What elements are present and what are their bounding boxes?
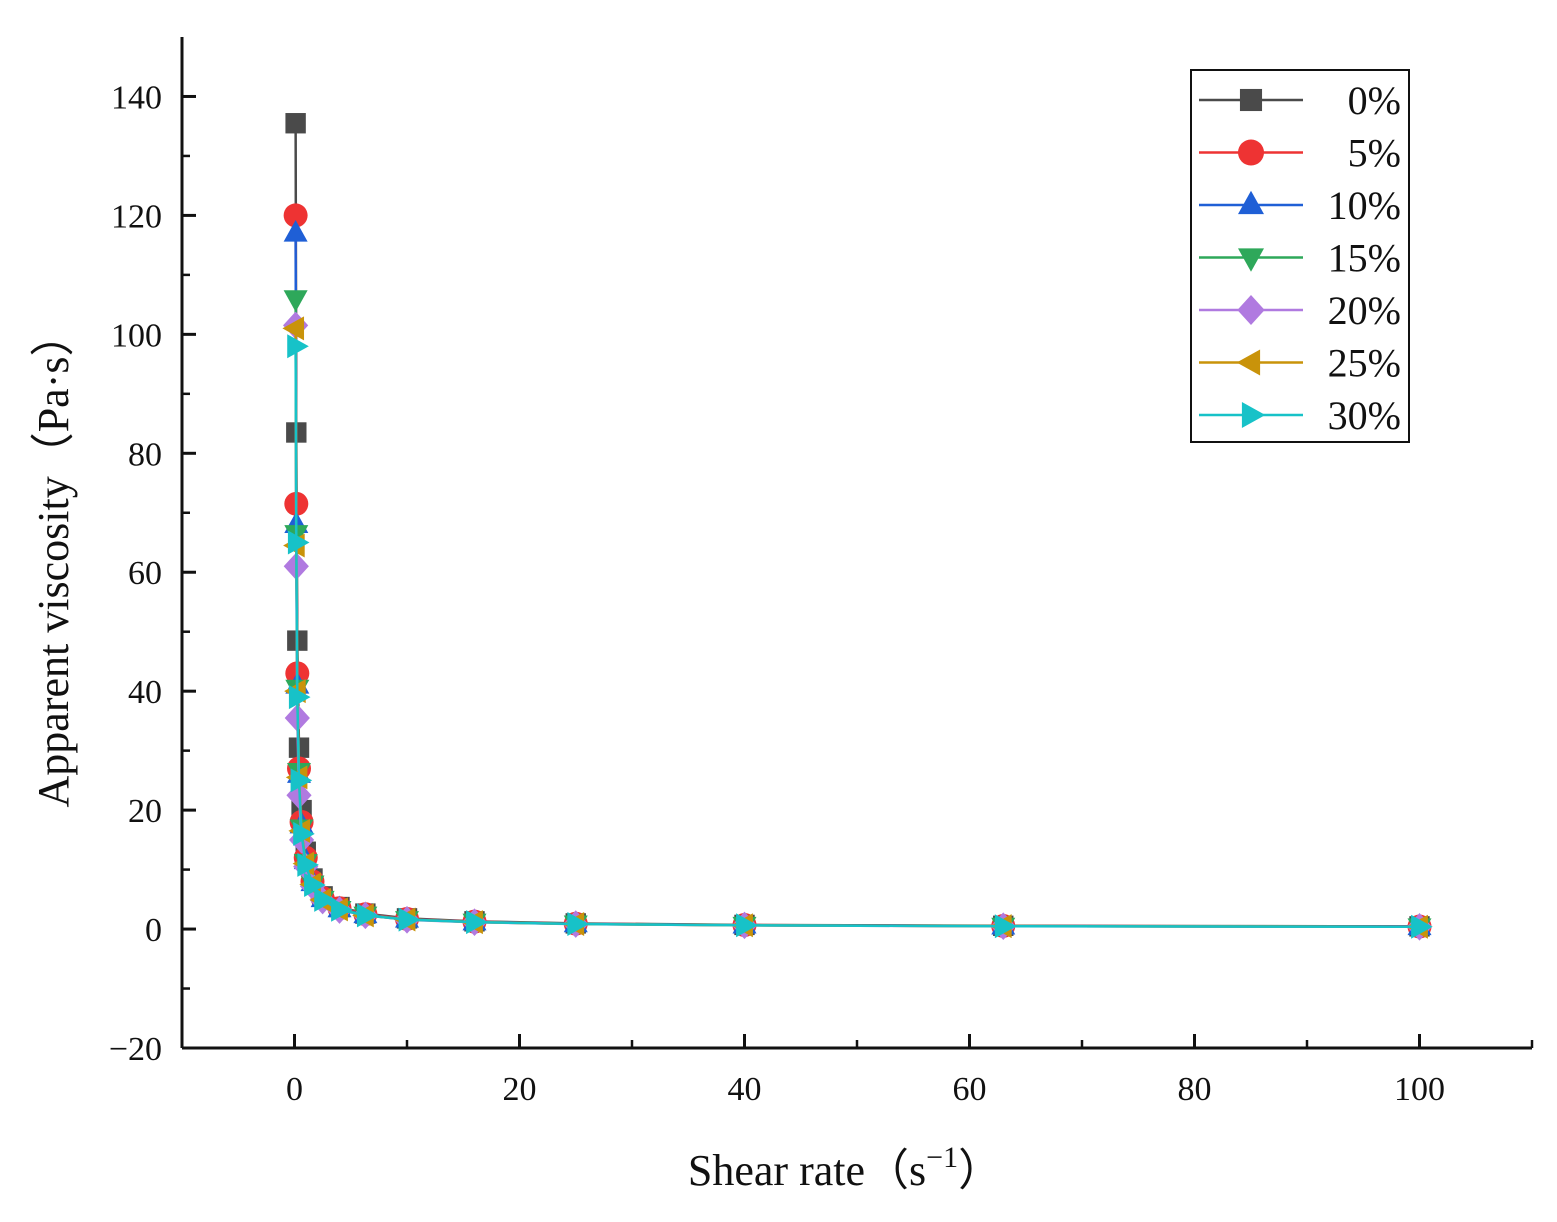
legend-marker [1241,402,1266,428]
legend-marker [1238,190,1264,215]
data-point [567,912,589,937]
data-point [736,913,758,938]
data-point [290,768,313,793]
data-point [994,914,1017,939]
legend-label: 5% [1348,131,1401,176]
legend-item: 30% [1199,393,1401,438]
axes: −20 0 20 40 60 80 100 120 140 0 20 40 60 80 100 [109,37,1534,1108]
legend-marker [1239,88,1263,112]
legend-box [1190,69,1410,443]
x-tick-label: 40 [728,1071,762,1108]
legend-label: 0% [1348,78,1401,123]
legend-label: 25% [1328,341,1401,386]
legend-item: 20% [1199,288,1401,333]
y-tick-label: 80 [128,436,162,473]
y-tick-label: 140 [111,79,162,116]
data-point [282,316,305,341]
data-point [297,852,319,877]
legend-label: 20% [1328,288,1401,333]
legend-marker [1238,139,1264,166]
legend-marker [1238,248,1264,272]
series-layer [282,113,1433,941]
y-tick-label: 20 [128,793,162,830]
x-tick-label: 60 [953,1071,987,1108]
data-point [314,887,336,912]
legend: 0% 5% 10% 15% 20% 25% 30% [1190,69,1410,443]
data-point [356,903,379,928]
x-tick-label: 100 [1394,1071,1445,1108]
y-tick-label: 60 [128,555,162,592]
legend-item: 25% [1199,341,1401,386]
legend-label: 10% [1328,183,1401,228]
data-point [1411,914,1433,939]
data-point [293,821,315,846]
y-tick-label: −20 [109,1031,162,1068]
data-point [283,220,308,242]
legend-item: 5% [1199,131,1401,176]
data-point [283,290,308,312]
legend-label: 15% [1328,236,1401,281]
legend-item: 10% [1199,183,1401,228]
x-axis-title: Shear rate（s−1） [688,1141,1002,1195]
x-tick-label: 20 [503,1071,537,1108]
x-tick-label: 80 [1178,1071,1212,1108]
series-line [294,346,1420,929]
legend-item: 0% [1199,78,1401,123]
data-point [304,873,326,898]
legend-marker [1236,349,1261,376]
data-point [331,897,353,922]
data-point [283,203,308,228]
legend-marker [1237,295,1265,325]
legend-item: 15% [1199,236,1401,281]
data-point [398,907,421,932]
data-point [287,334,309,359]
y-tick-label: 0 [145,912,162,949]
data-point [288,685,311,710]
y-tick-label: 100 [111,317,162,354]
x-axis-title-close: ） [958,1146,1002,1195]
y-tick-label: 40 [128,674,162,711]
x-tick-label: 0 [286,1071,303,1108]
y-tick-label: 120 [111,198,162,235]
x-axis-title-main: Shear rate（s [688,1146,926,1195]
x-axis-title-superscript: −1 [926,1141,958,1174]
data-point [285,113,306,134]
legend-label: 30% [1328,393,1401,438]
data-point [466,910,488,935]
y-axis-title: Apparent viscosity（Pa·s） [29,313,78,808]
data-point [287,530,310,555]
series-30pct [287,334,1433,939]
